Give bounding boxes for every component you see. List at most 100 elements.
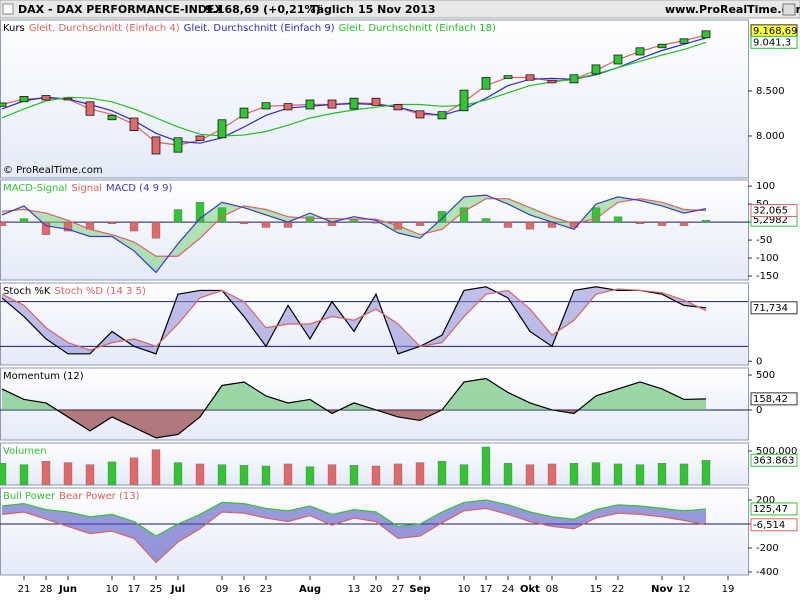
- legend: Bull Power Bear Power (13): [3, 491, 140, 502]
- bar: [503, 463, 513, 486]
- bar: [239, 221, 249, 225]
- bar: [481, 218, 491, 223]
- bar: [635, 221, 645, 225]
- bar: [635, 464, 645, 486]
- chart-menu-icon[interactable]: [2, 3, 14, 15]
- bar: [503, 221, 513, 228]
- x-tick-label: Nov: [651, 584, 673, 595]
- bar: [0, 463, 7, 486]
- bar: [679, 463, 689, 486]
- bar: [481, 446, 491, 486]
- x-tick-label: 12: [678, 584, 691, 595]
- bar: [349, 219, 359, 223]
- bar: [41, 461, 51, 486]
- bar: [371, 465, 381, 486]
- candle: [701, 30, 711, 39]
- x-tick-label: 27: [392, 584, 405, 595]
- candle: [569, 74, 579, 84]
- close-button[interactable]: [782, 3, 796, 16]
- credit: © ProRealTime.com: [3, 165, 103, 176]
- line: [1, 507, 707, 564]
- value-label-box: [750, 204, 798, 218]
- bar: [283, 221, 293, 228]
- y-tick-label: 0: [756, 405, 762, 416]
- bar: [437, 461, 447, 486]
- line: [1, 41, 707, 137]
- candle: [635, 47, 645, 56]
- legend-entry: Gleit. Durchschnitt (Einfach 18): [339, 23, 496, 34]
- value-label-box: [750, 35, 798, 49]
- x-tick-label: Okt: [520, 584, 540, 595]
- line: [1, 499, 707, 537]
- candle: [503, 75, 513, 79]
- y-tick-label: 8.000: [756, 131, 785, 142]
- candle: [283, 103, 293, 111]
- panel-background: [0, 367, 749, 441]
- legend-entry: Bear Power (13): [59, 491, 139, 502]
- y-tick-label: 0: [756, 356, 762, 367]
- bar: [239, 465, 249, 486]
- legend-entry: Gleit. Durchschnitt (Einfach 9): [184, 23, 335, 34]
- value-label: 9.168,69: [753, 26, 798, 37]
- candle: [173, 137, 183, 153]
- candle: [393, 104, 403, 111]
- legend: Kurs Gleit. Durchschnitt (Einfach 4) Gleit…: [3, 23, 496, 34]
- bar: [151, 449, 161, 486]
- bar: [679, 221, 689, 226]
- bar: [173, 462, 183, 486]
- panels: 8.000 8.500 Kurs Gleit. Durchschnitt (Einfa…: [0, 19, 798, 595]
- bar: [613, 216, 623, 223]
- bar: [459, 464, 469, 486]
- legend: MACD-Signal Signal MACD (4 9 9): [3, 183, 173, 194]
- title-bar: [0, 0, 800, 19]
- line: [1, 198, 707, 257]
- line: [1, 286, 707, 355]
- bar: [261, 465, 271, 486]
- legend: Stoch %K Stoch %D (14 3 5): [3, 286, 146, 297]
- bar: [591, 207, 601, 223]
- y-tick-label: 200: [756, 495, 775, 506]
- candle: [305, 99, 315, 110]
- line: [1, 194, 707, 274]
- bar: [701, 460, 711, 486]
- candle: [613, 54, 623, 65]
- candle: [63, 97, 73, 101]
- legend-entry: MACD-Signal: [3, 183, 67, 194]
- candle: [41, 95, 51, 101]
- y-tick-label: 100: [756, 181, 775, 192]
- legend-entry: Kurs: [3, 23, 25, 34]
- candle: [0, 102, 7, 107]
- site: www.ProRealTime.com: [665, 3, 800, 16]
- x-tick-label: 25: [150, 584, 163, 595]
- legend-entry: MACD (4 9 9): [106, 183, 173, 194]
- x-tick-label: 22: [612, 584, 625, 595]
- value-label-box: [750, 502, 798, 516]
- legend: Momentum (12): [3, 371, 84, 382]
- period: Täglich: [310, 3, 354, 16]
- candle: [327, 99, 337, 109]
- x-tick-label: 10: [458, 584, 471, 595]
- x-tick-label: Jun: [58, 584, 77, 595]
- bar: [63, 221, 73, 232]
- candle: [657, 43, 667, 49]
- panel-background: [0, 179, 749, 281]
- bar: [701, 220, 711, 223]
- x-tick-label: Jul: [170, 584, 185, 595]
- bar: [415, 221, 425, 226]
- value-label-box: [750, 301, 798, 315]
- candle: [261, 102, 271, 110]
- candle: [239, 107, 249, 119]
- x-tick-label: 13: [348, 584, 361, 595]
- value-label-box: [750, 392, 798, 406]
- bar: [19, 464, 29, 486]
- x-tick-label: 24: [502, 584, 515, 595]
- x-tick-label: 17: [128, 584, 141, 595]
- value-label: 363.863: [753, 455, 794, 466]
- x-tick-label: 20: [370, 584, 383, 595]
- y-tick-label: -150: [756, 271, 779, 282]
- candle: [437, 111, 447, 120]
- bar: [173, 209, 183, 223]
- x-tick-label: 08: [546, 584, 559, 595]
- x-tick-label: Aug: [299, 584, 321, 595]
